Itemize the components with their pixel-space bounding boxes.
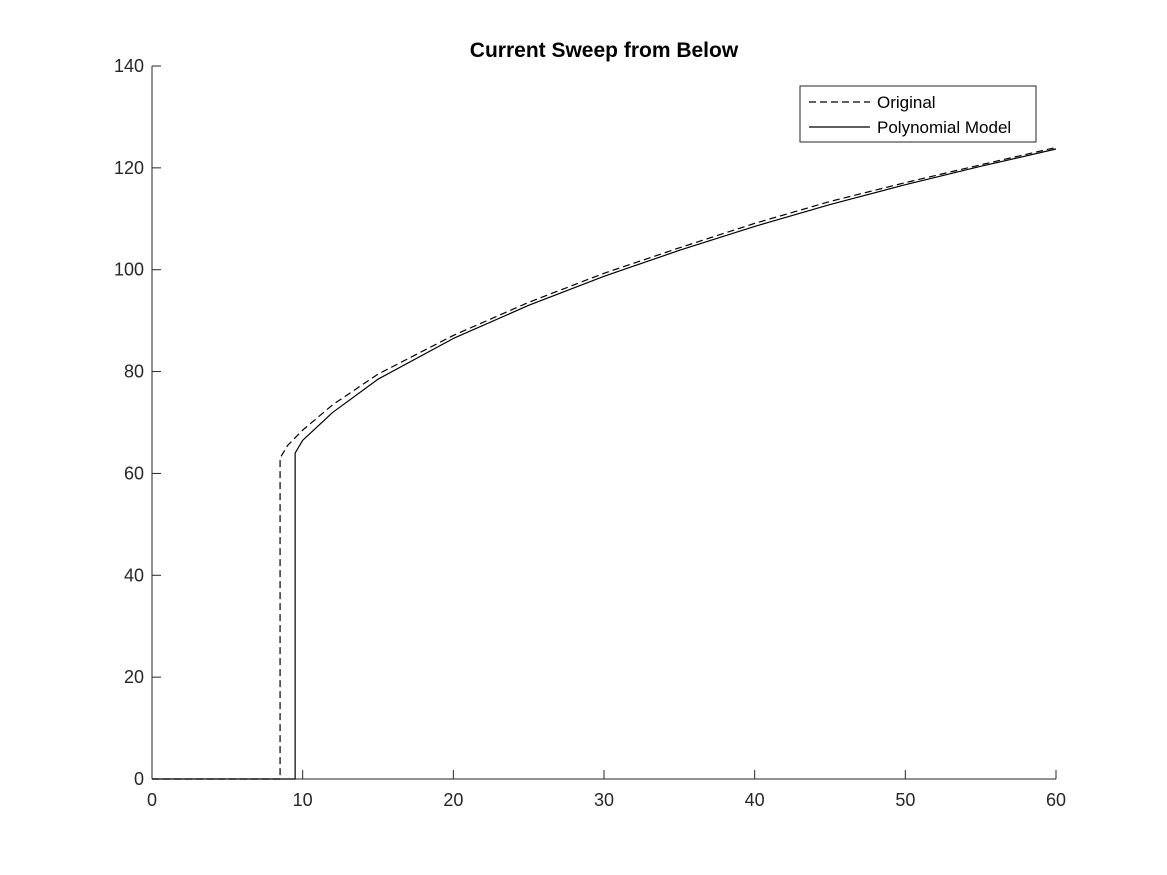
y-tick-label: 0 bbox=[134, 769, 144, 789]
x-tick-label: 40 bbox=[745, 790, 765, 810]
x-tick-label: 10 bbox=[293, 790, 313, 810]
x-tick-label: 60 bbox=[1046, 790, 1066, 810]
legend-label: Original bbox=[877, 93, 936, 112]
y-tick-label: 100 bbox=[114, 260, 144, 280]
y-tick-label: 140 bbox=[114, 56, 144, 76]
x-tick-label: 30 bbox=[594, 790, 614, 810]
series-layer bbox=[152, 146, 1057, 780]
y-tick-label: 20 bbox=[124, 667, 144, 687]
x-tick-label: 0 bbox=[147, 790, 157, 810]
y-tick-label: 80 bbox=[124, 362, 144, 382]
axes: 0 10 20 30 40 50 60 0 20 40 60 80 100 120 140 bbox=[114, 56, 1066, 810]
y-tick-label: 60 bbox=[124, 463, 144, 483]
legend: Original Polynomial Model bbox=[799, 85, 1037, 143]
x-tick-label: 50 bbox=[895, 790, 915, 810]
y-tick-label: 40 bbox=[124, 565, 144, 585]
legend-box bbox=[799, 85, 1037, 143]
series-line-polynomial-model bbox=[152, 148, 1057, 780]
y-tick-label: 120 bbox=[114, 158, 144, 178]
series-line-original bbox=[152, 146, 1057, 780]
chart-title: Current Sweep from Below bbox=[470, 39, 739, 62]
legend-label: Polynomial Model bbox=[877, 118, 1011, 137]
x-tick-label: 20 bbox=[443, 790, 463, 810]
